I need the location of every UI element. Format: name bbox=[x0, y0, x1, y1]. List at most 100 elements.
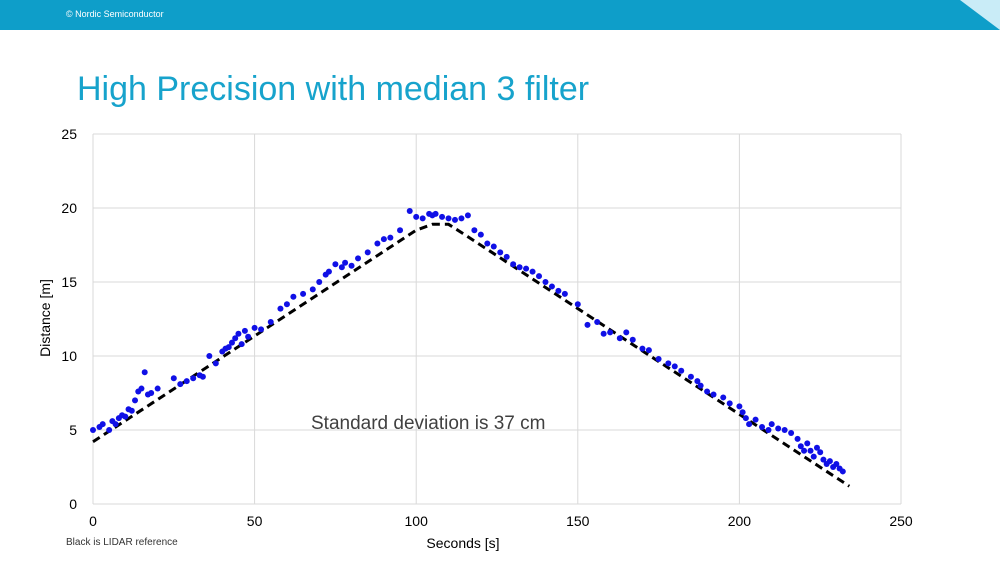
header-bar: © Nordic Semiconductor bbox=[0, 0, 1000, 30]
data-point bbox=[607, 329, 614, 336]
data-point bbox=[241, 327, 248, 334]
data-point bbox=[616, 335, 623, 342]
data-point bbox=[355, 255, 362, 262]
data-point bbox=[665, 360, 672, 367]
y-tick-label: 10 bbox=[61, 348, 77, 364]
data-point bbox=[542, 279, 549, 285]
x-tick-label: 100 bbox=[405, 513, 429, 529]
data-point bbox=[807, 447, 814, 454]
data-point bbox=[490, 243, 497, 250]
data-point bbox=[132, 397, 139, 404]
y-tick-label: 25 bbox=[61, 126, 77, 142]
data-points bbox=[90, 207, 846, 475]
x-tick-label: 50 bbox=[247, 513, 263, 529]
data-point bbox=[739, 409, 746, 416]
data-point bbox=[697, 382, 704, 389]
data-point bbox=[458, 215, 465, 222]
data-point bbox=[726, 400, 733, 407]
data-point bbox=[720, 394, 727, 401]
data-point bbox=[419, 215, 426, 222]
footnote: Black is LIDAR reference bbox=[66, 537, 178, 548]
data-point bbox=[645, 347, 652, 354]
data-point bbox=[820, 456, 827, 463]
chart-grid bbox=[92, 133, 902, 505]
data-point bbox=[797, 443, 804, 450]
data-point bbox=[138, 385, 145, 392]
data-point bbox=[574, 301, 581, 308]
x-tick-label: 150 bbox=[566, 513, 590, 529]
data-point bbox=[300, 290, 307, 297]
data-point bbox=[432, 210, 439, 217]
data-point bbox=[212, 360, 219, 367]
data-point bbox=[199, 373, 206, 380]
data-point bbox=[170, 375, 177, 382]
data-point bbox=[267, 318, 274, 325]
data-point bbox=[600, 330, 607, 337]
data-point bbox=[228, 339, 235, 346]
data-point bbox=[451, 216, 458, 223]
data-point bbox=[122, 413, 129, 420]
std-dev-annotation: Standard deviation is 37 cm bbox=[311, 413, 545, 434]
y-tick-label: 15 bbox=[61, 274, 77, 290]
data-point bbox=[529, 268, 536, 275]
data-point bbox=[190, 375, 197, 382]
data-point bbox=[516, 264, 523, 271]
data-point bbox=[794, 435, 801, 442]
data-point bbox=[584, 321, 591, 328]
data-point bbox=[235, 330, 242, 337]
data-point bbox=[629, 336, 636, 343]
data-point bbox=[106, 427, 113, 433]
data-point bbox=[397, 227, 404, 234]
data-point bbox=[497, 249, 504, 256]
x-axis-ticks: 0 50 100 150 200 250 bbox=[89, 513, 913, 529]
slide-title: High Precision with median 3 filter bbox=[77, 70, 590, 108]
data-point bbox=[839, 468, 846, 475]
data-point bbox=[183, 378, 190, 385]
data-point bbox=[387, 234, 394, 241]
data-point bbox=[775, 425, 782, 432]
data-point bbox=[817, 449, 824, 456]
data-point bbox=[623, 329, 630, 336]
data-point bbox=[325, 268, 332, 275]
x-axis-label: Seconds [s] bbox=[426, 535, 499, 551]
data-point bbox=[710, 391, 717, 398]
data-point bbox=[704, 388, 711, 395]
data-point bbox=[694, 378, 701, 385]
data-point bbox=[206, 353, 213, 359]
data-point bbox=[464, 212, 471, 219]
data-point bbox=[348, 262, 355, 269]
data-point bbox=[283, 301, 290, 308]
data-point bbox=[510, 261, 517, 268]
data-point bbox=[380, 236, 387, 243]
data-point bbox=[316, 279, 323, 285]
y-tick-label: 5 bbox=[69, 422, 77, 438]
corner-accent-shape bbox=[960, 0, 1000, 30]
data-point bbox=[768, 421, 775, 428]
data-point bbox=[232, 335, 239, 342]
data-point bbox=[788, 429, 795, 436]
data-point bbox=[639, 345, 646, 352]
data-point bbox=[804, 440, 811, 447]
data-point bbox=[177, 381, 184, 388]
data-point bbox=[342, 259, 349, 266]
data-point bbox=[826, 458, 833, 465]
data-point bbox=[154, 385, 161, 392]
data-point bbox=[813, 444, 820, 451]
lidar-reference-line bbox=[92, 222, 851, 488]
data-point bbox=[225, 344, 232, 351]
data-point bbox=[238, 341, 245, 348]
y-axis-label: Distance [m] bbox=[37, 279, 53, 357]
data-point bbox=[810, 453, 817, 460]
x-tick-label: 0 bbox=[89, 513, 97, 529]
y-axis-ticks: 0 5 10 15 20 25 bbox=[61, 126, 77, 512]
data-point bbox=[833, 461, 840, 468]
data-point bbox=[523, 265, 530, 272]
data-point bbox=[678, 367, 685, 374]
data-point bbox=[413, 213, 420, 220]
data-point bbox=[290, 293, 297, 300]
data-point bbox=[445, 215, 452, 222]
data-point bbox=[477, 231, 484, 238]
data-point bbox=[277, 305, 284, 312]
data-point bbox=[742, 415, 749, 422]
